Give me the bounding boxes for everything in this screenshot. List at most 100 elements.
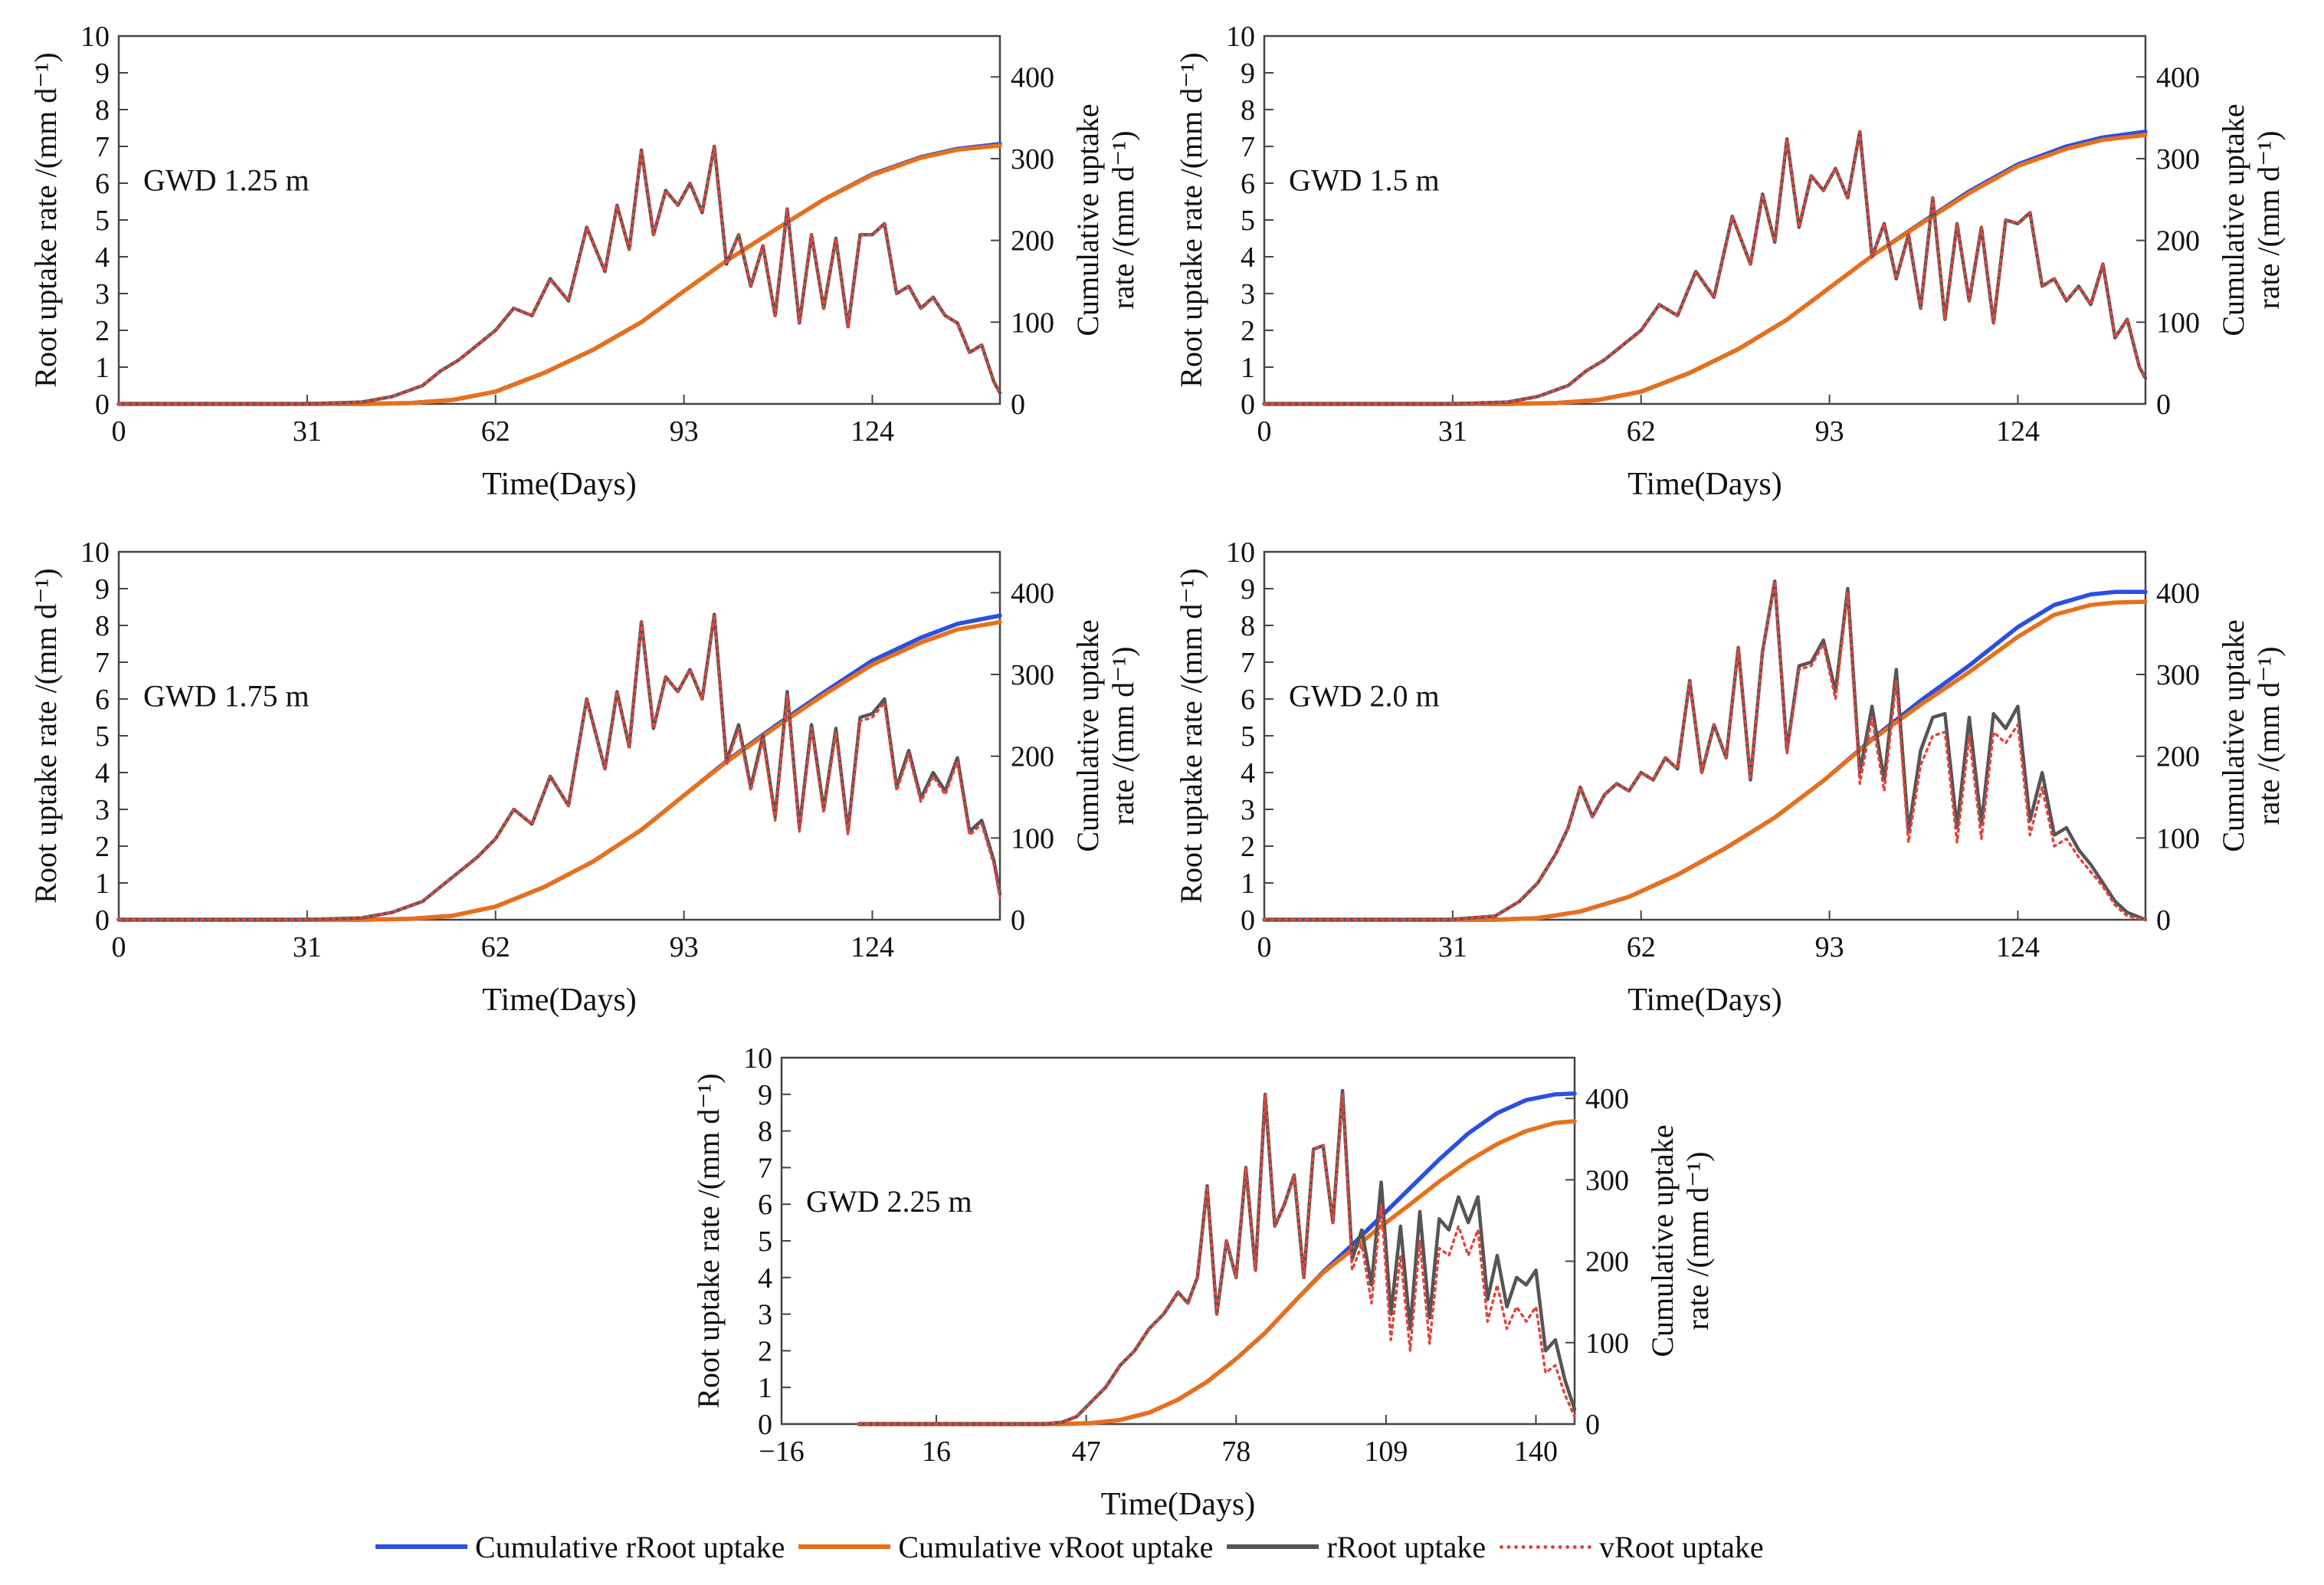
y2-axis-label-line: rate /(mm d⁻¹) bbox=[2251, 646, 2286, 825]
y-tick-label: 2 bbox=[95, 831, 110, 863]
legend-label: Cumulative rRoot uptake bbox=[475, 1529, 785, 1564]
y2-axis-label: Cumulative uptakerate /(mm d⁻¹) bbox=[1070, 619, 1140, 852]
x-tick-label: 124 bbox=[1996, 931, 2040, 963]
y-tick-label: 3 bbox=[1241, 794, 1255, 826]
y-tick-label: 6 bbox=[1241, 684, 1255, 716]
y-axis-label: Root uptake rate /(mm d⁻¹) bbox=[691, 1073, 726, 1408]
y-tick-label: 9 bbox=[1241, 57, 1255, 90]
y-tick-label: 3 bbox=[1241, 278, 1255, 310]
legend-swatch bbox=[375, 1544, 467, 1549]
y-tick-label: 5 bbox=[95, 205, 110, 237]
y2-tick-label: 200 bbox=[1585, 1246, 1629, 1278]
x-tick-label: 62 bbox=[481, 931, 510, 963]
y2-axis-label-line: Cumulative uptake bbox=[1070, 619, 1105, 852]
y-tick-label: 7 bbox=[1241, 131, 1255, 163]
panel-annotation: GWD 1.25 m bbox=[143, 163, 310, 198]
y-tick-label: 8 bbox=[1241, 610, 1255, 642]
x-tick-label: 93 bbox=[1815, 931, 1844, 963]
x-axis-label: Time(Days) bbox=[482, 467, 636, 502]
y-tick-label: 3 bbox=[758, 1299, 772, 1331]
y-tick-label: 4 bbox=[95, 241, 110, 274]
plot-frame bbox=[117, 34, 1001, 405]
y2-tick-label: 100 bbox=[1011, 822, 1054, 855]
y-tick-label: 0 bbox=[1241, 904, 1255, 937]
y2-tick-label: 0 bbox=[2156, 904, 2171, 937]
y2-tick-label: 100 bbox=[1011, 307, 1054, 339]
x-tick-label: 31 bbox=[293, 931, 322, 963]
series-cumulative-vroot-uptake bbox=[116, 619, 1002, 922]
y-tick-label: 1 bbox=[1241, 868, 1255, 900]
series-vroot-uptake bbox=[1263, 579, 2147, 921]
legend-item-rroot: rRoot uptake bbox=[1227, 1529, 1486, 1565]
y-tick-label: 6 bbox=[95, 168, 110, 200]
y2-axis-label-line: rate /(mm d⁻¹) bbox=[2251, 130, 2286, 309]
y-tick-label: 2 bbox=[1241, 831, 1255, 863]
y-axis-label: Root uptake rate /(mm d⁻¹) bbox=[1174, 52, 1208, 387]
legend-label: Cumulative vRoot uptake bbox=[898, 1529, 1214, 1564]
x-axis-label: Time(Days) bbox=[1627, 983, 1782, 1018]
x-tick-label: 93 bbox=[1815, 415, 1844, 448]
x-tick-label: 124 bbox=[851, 415, 894, 448]
x-tick-label: 62 bbox=[481, 415, 510, 448]
y-tick-label: 9 bbox=[758, 1079, 772, 1111]
x-tick-label: 78 bbox=[1221, 1436, 1251, 1468]
legend-swatch bbox=[798, 1544, 891, 1549]
y2-tick-label: 0 bbox=[2156, 389, 2171, 421]
x-tick-label: 0 bbox=[112, 415, 126, 448]
series-cumulative-vroot-uptake bbox=[857, 1119, 1577, 1426]
x-tick-label: 31 bbox=[293, 415, 322, 448]
y2-axis-label: Cumulative uptakerate /(mm d⁻¹) bbox=[1070, 103, 1140, 336]
y-tick-label: 10 bbox=[1226, 537, 1255, 569]
x-axis-label: Time(Days) bbox=[1101, 1487, 1255, 1522]
x-tick-label: 47 bbox=[1072, 1436, 1101, 1468]
y2-tick-label: 200 bbox=[1011, 225, 1054, 258]
y-tick-label: 7 bbox=[1241, 647, 1255, 679]
legend: Cumulative rRoot uptake Cumulative vRoot… bbox=[375, 1525, 1985, 1568]
legend-swatch bbox=[1500, 1544, 1592, 1549]
y-tick-label: 0 bbox=[95, 389, 110, 421]
y-tick-label: 9 bbox=[95, 57, 110, 90]
series-cumulative-vroot-uptake bbox=[116, 143, 1002, 406]
legend-item-cumulative-rroot: Cumulative rRoot uptake bbox=[375, 1529, 785, 1565]
series-cumulative-vroot-uptake bbox=[1262, 599, 2148, 922]
y2-axis-label-line: Cumulative uptake bbox=[2216, 619, 2250, 852]
legend-item-vroot: vRoot uptake bbox=[1500, 1529, 1764, 1565]
y2-tick-label: 100 bbox=[2156, 307, 2200, 339]
y-tick-label: 2 bbox=[758, 1335, 772, 1367]
x-tick-label: 62 bbox=[1627, 415, 1656, 448]
y-tick-label: 7 bbox=[758, 1152, 772, 1184]
y-tick-label: 1 bbox=[95, 352, 110, 384]
y2-tick-label: 100 bbox=[2156, 822, 2200, 855]
y2-tick-label: 0 bbox=[1585, 1409, 1600, 1441]
y-tick-label: 9 bbox=[1241, 573, 1255, 605]
y-tick-label: 0 bbox=[95, 904, 110, 937]
y-tick-label: 2 bbox=[95, 315, 110, 347]
panel-annotation: GWD 2.25 m bbox=[806, 1184, 972, 1219]
panel-annotation: GWD 1.5 m bbox=[1289, 163, 1440, 198]
series-vroot-uptake bbox=[1263, 130, 2147, 405]
series-vroot-uptake bbox=[117, 612, 1001, 921]
y-axis-label: Root uptake rate /(mm d⁻¹) bbox=[1174, 568, 1208, 903]
y-tick-label: 5 bbox=[95, 720, 110, 753]
series-vroot-uptake bbox=[117, 145, 1001, 405]
y2-tick-label: 400 bbox=[1011, 61, 1054, 94]
x-tick-label: 93 bbox=[670, 931, 699, 963]
y-tick-label: 9 bbox=[95, 573, 110, 605]
legend-label: vRoot uptake bbox=[1599, 1529, 1764, 1564]
legend-item-cumulative-vroot: Cumulative vRoot uptake bbox=[798, 1529, 1213, 1565]
y2-axis-label-line: rate /(mm d⁻¹) bbox=[1106, 646, 1140, 825]
y-tick-label: 8 bbox=[1241, 94, 1255, 126]
x-tick-label: 140 bbox=[1514, 1436, 1558, 1468]
x-tick-label: 0 bbox=[1257, 931, 1272, 963]
y-tick-label: 8 bbox=[95, 610, 110, 642]
x-tick-label: 31 bbox=[1438, 415, 1467, 448]
y2-axis-label-line: rate /(mm d⁻¹) bbox=[1680, 1151, 1715, 1330]
y2-tick-label: 0 bbox=[1011, 904, 1025, 937]
panel-annotation: GWD 1.75 m bbox=[143, 679, 310, 714]
y2-tick-label: 200 bbox=[2156, 741, 2200, 773]
y-tick-label: 1 bbox=[1241, 352, 1255, 384]
